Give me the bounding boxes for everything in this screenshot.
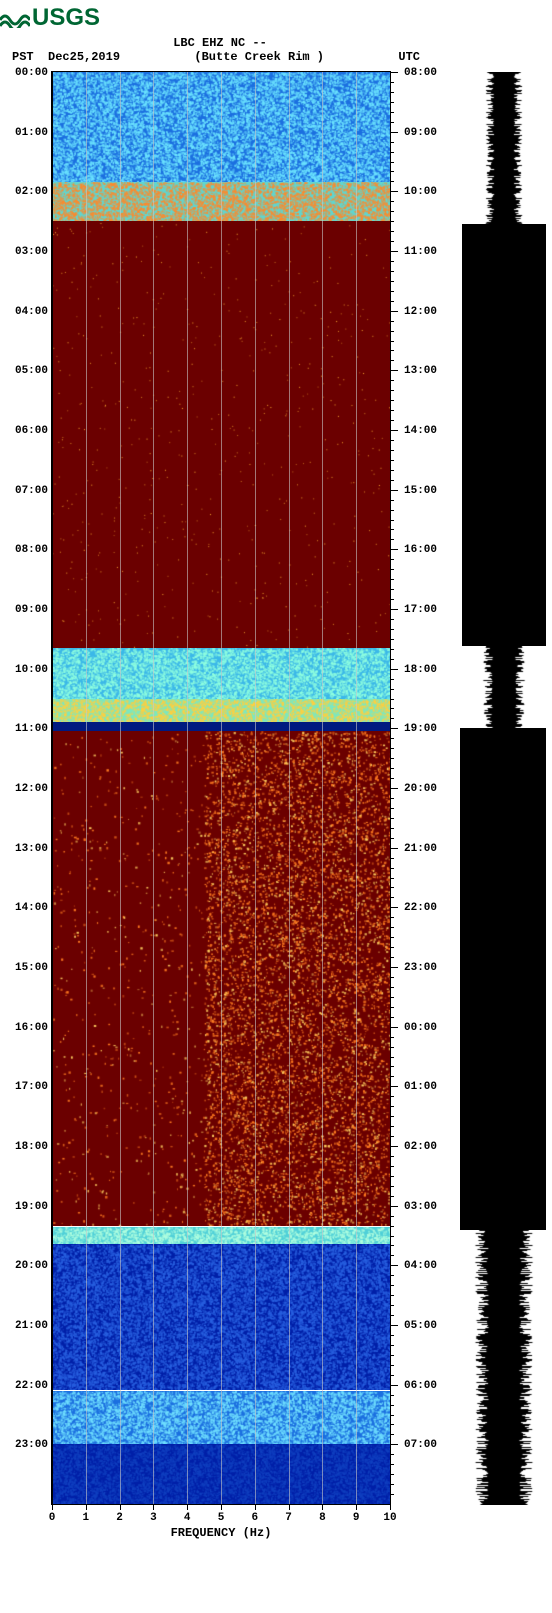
right-hour-label: 07:00 <box>404 1439 437 1451</box>
left-hour-label: 13:00 <box>15 843 48 855</box>
right-hour-label: 02:00 <box>404 1141 437 1153</box>
left-hour-label: 01:00 <box>15 127 48 139</box>
left-hour-label: 12:00 <box>15 783 48 795</box>
x-tick-label: 5 <box>218 1512 225 1524</box>
amplitude-block <box>462 224 546 646</box>
left-hour-label: 07:00 <box>15 485 48 497</box>
right-hour-label: 11:00 <box>404 246 437 258</box>
x-tick-label: 4 <box>184 1512 191 1524</box>
left-hour-label: 17:00 <box>15 1081 48 1093</box>
left-hour-label: 22:00 <box>15 1380 48 1392</box>
left-hour-label: 04:00 <box>15 306 48 318</box>
right-hour-label: 18:00 <box>404 664 437 676</box>
right-tz: UTC <box>398 50 440 64</box>
left-hour-label: 05:00 <box>15 365 48 377</box>
amplitude-strip <box>460 72 546 1504</box>
left-hour-label: 08:00 <box>15 544 48 556</box>
amplitude-block <box>460 72 546 225</box>
amplitude-block <box>460 728 546 1229</box>
right-hour-label: 09:00 <box>404 127 437 139</box>
x-tick-label: 10 <box>383 1512 396 1524</box>
right-hour-label: 20:00 <box>404 783 437 795</box>
left-hour-label: 19:00 <box>15 1201 48 1213</box>
amplitude-block <box>460 1230 546 1505</box>
logo-text: USGS <box>32 4 100 32</box>
right-hour-label: 00:00 <box>404 1022 437 1034</box>
frequency-axis: FREQUENCY (Hz) 012345678910 <box>52 1504 390 1544</box>
x-tick-label: 3 <box>150 1512 157 1524</box>
left-hour-label: 11:00 <box>15 723 48 735</box>
left-hour-label: 20:00 <box>15 1260 48 1272</box>
left-hour-label: 02:00 <box>15 186 48 198</box>
right-hour-label: 22:00 <box>404 902 437 914</box>
right-hour-label: 06:00 <box>404 1380 437 1392</box>
right-hour-label: 16:00 <box>404 544 437 556</box>
left-hour-label: 10:00 <box>15 664 48 676</box>
wave-icon <box>0 8 30 28</box>
x-tick-label: 7 <box>285 1512 292 1524</box>
right-hour-label: 17:00 <box>404 604 437 616</box>
right-hour-label: 10:00 <box>404 186 437 198</box>
right-hour-label: 08:00 <box>404 67 437 79</box>
right-time-axis: 08:0009:0010:0011:0012:0013:0014:0015:00… <box>390 72 450 1504</box>
left-hour-label: 09:00 <box>15 604 48 616</box>
right-hour-label: 03:00 <box>404 1201 437 1213</box>
left-hour-label: 00:00 <box>15 67 48 79</box>
title-line2: (Butte Creek Rim ) <box>194 50 324 64</box>
right-hour-label: 19:00 <box>404 723 437 735</box>
usgs-logo: USGS <box>0 0 552 32</box>
right-hour-label: 23:00 <box>404 962 437 974</box>
spectrogram-plot <box>52 72 390 1504</box>
right-hour-label: 15:00 <box>404 485 437 497</box>
left-hour-label: 16:00 <box>15 1022 48 1034</box>
left-hour-label: 06:00 <box>15 425 48 437</box>
amplitude-block <box>460 646 546 729</box>
x-tick-label: 0 <box>49 1512 56 1524</box>
right-hour-label: 21:00 <box>404 843 437 855</box>
plot-header: LBC EHZ NC -- PST Dec25,2019 (Butte Cree… <box>0 36 552 64</box>
left-hour-label: 03:00 <box>15 246 48 258</box>
x-tick-label: 9 <box>353 1512 360 1524</box>
right-hour-label: 04:00 <box>404 1260 437 1272</box>
left-time-axis: 00:0001:0002:0003:0004:0005:0006:0007:00… <box>0 72 52 1504</box>
left-hour-label: 14:00 <box>15 902 48 914</box>
right-hour-label: 13:00 <box>404 365 437 377</box>
left-hour-label: 18:00 <box>15 1141 48 1153</box>
x-axis-title: FREQUENCY (Hz) <box>52 1526 390 1540</box>
right-hour-label: 14:00 <box>404 425 437 437</box>
x-tick-label: 2 <box>116 1512 123 1524</box>
right-hour-label: 12:00 <box>404 306 437 318</box>
left-tz: PST <box>12 50 34 64</box>
right-hour-label: 01:00 <box>404 1081 437 1093</box>
x-tick-label: 1 <box>82 1512 89 1524</box>
x-tick-label: 6 <box>251 1512 258 1524</box>
x-tick-label: 8 <box>319 1512 326 1524</box>
left-hour-label: 21:00 <box>15 1320 48 1332</box>
right-hour-label: 05:00 <box>404 1320 437 1332</box>
left-hour-label: 15:00 <box>15 962 48 974</box>
date: Dec25,2019 <box>48 50 120 64</box>
left-hour-label: 23:00 <box>15 1439 48 1451</box>
title-line1: LBC EHZ NC -- <box>173 36 267 50</box>
